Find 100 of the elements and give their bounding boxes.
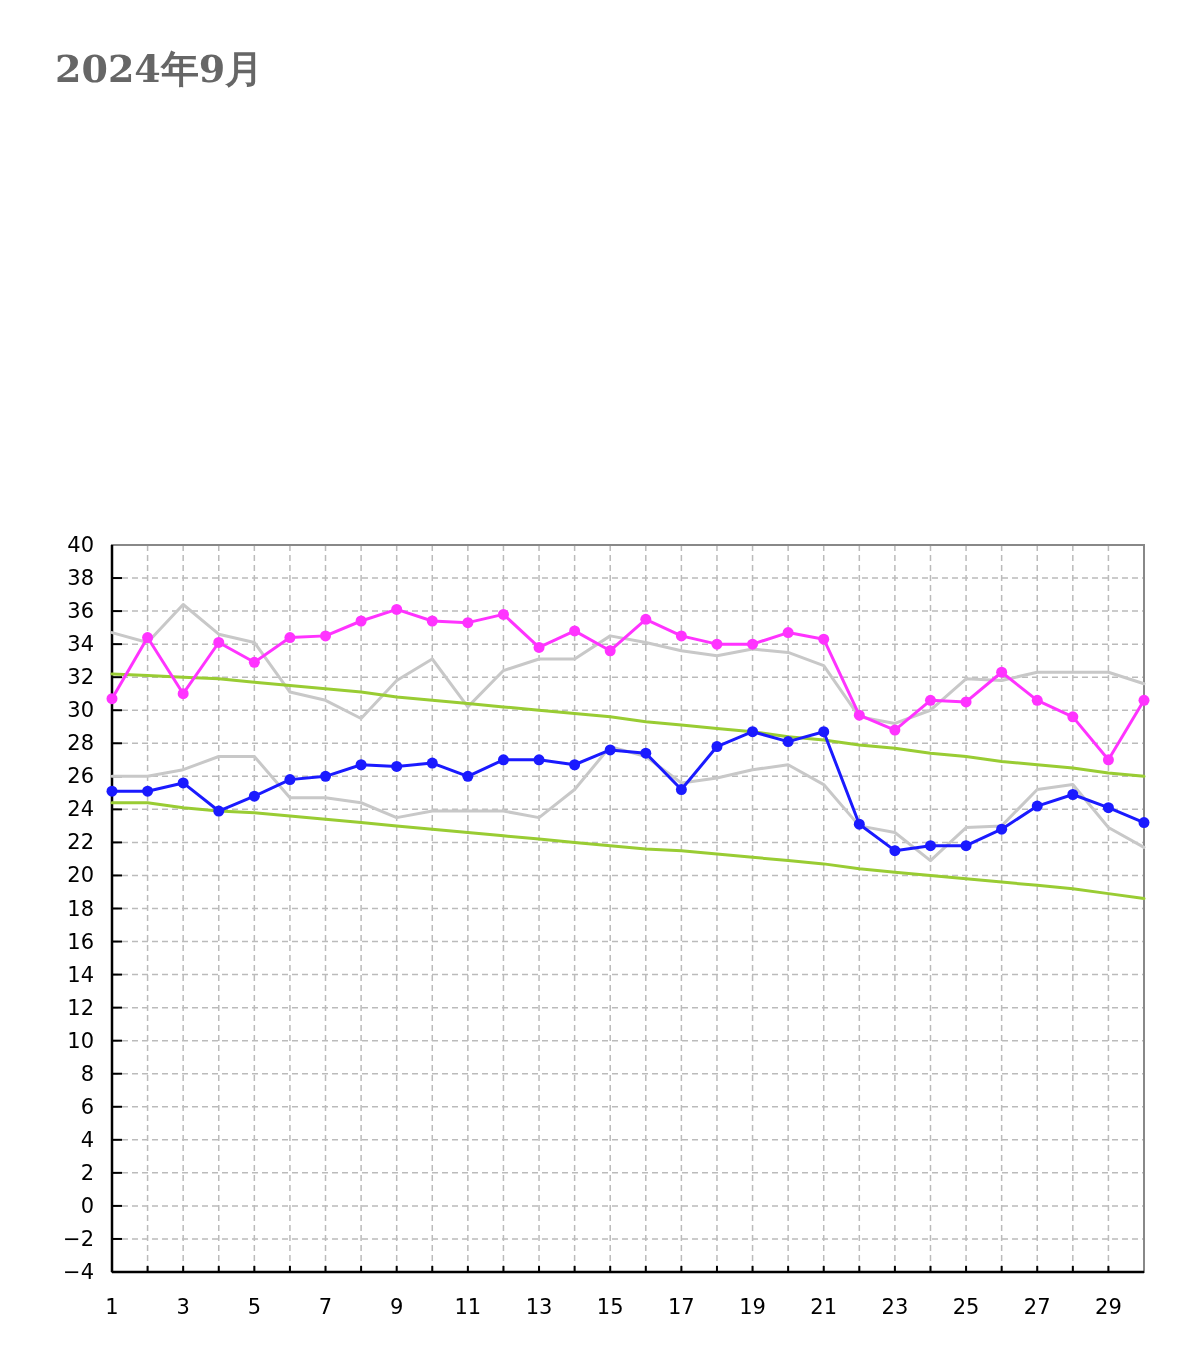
y-tick-label: 2	[80, 1160, 94, 1185]
y-tick-label: 0	[80, 1193, 94, 1218]
x-tick-label: 11	[454, 1295, 482, 1319]
point	[248, 790, 260, 802]
x-tick-label: 1	[105, 1295, 119, 1319]
point	[782, 627, 794, 639]
y-tick-label: 12	[67, 995, 94, 1020]
point	[711, 638, 723, 650]
point	[284, 774, 296, 786]
point	[106, 785, 118, 797]
point	[320, 630, 332, 642]
point	[996, 666, 1008, 678]
y-tick-label: 28	[67, 731, 94, 756]
point	[889, 845, 901, 857]
y-tick-label: 40	[67, 533, 94, 557]
x-tick-label: 5	[247, 1295, 262, 1319]
y-tick-label: 18	[67, 896, 94, 921]
point	[177, 777, 189, 789]
x-tick-label: 13	[525, 1295, 553, 1319]
point	[960, 840, 972, 852]
x-tick-label: 15	[596, 1295, 624, 1319]
point	[747, 638, 759, 650]
point	[818, 633, 830, 645]
point	[924, 840, 936, 852]
point	[177, 688, 189, 700]
point	[462, 770, 474, 782]
y-tick-label: 10	[67, 1028, 94, 1053]
y-tick-label: 26	[67, 764, 94, 789]
point	[604, 645, 616, 657]
point	[1102, 754, 1114, 766]
point	[426, 615, 438, 627]
point	[1031, 694, 1043, 706]
x-tick-label: 7	[318, 1295, 333, 1319]
point	[924, 694, 936, 706]
point	[675, 784, 687, 796]
point	[213, 636, 225, 648]
point	[853, 818, 865, 830]
y-tick-label: 34	[67, 632, 94, 657]
point	[889, 724, 901, 736]
point	[497, 608, 509, 620]
point	[533, 641, 545, 653]
point	[818, 726, 830, 738]
point	[996, 823, 1008, 835]
point	[569, 759, 581, 771]
point	[675, 630, 687, 642]
point	[782, 736, 794, 748]
y-tick-label: 32	[67, 665, 94, 690]
line-series	[110, 745, 1146, 863]
point	[1102, 802, 1114, 814]
point	[604, 744, 616, 756]
point	[853, 709, 865, 721]
x-tick-label: 23	[881, 1295, 909, 1319]
y-tick-label: 4	[80, 1127, 94, 1152]
y-tick-label: −2	[63, 1226, 94, 1251]
point	[355, 615, 367, 627]
point	[497, 754, 509, 766]
point	[960, 696, 972, 708]
point	[426, 757, 438, 769]
line-series	[110, 672, 1146, 778]
point	[142, 632, 154, 644]
x-tick-label: 19	[739, 1295, 766, 1319]
x-tick-label: 3	[176, 1295, 190, 1319]
point	[569, 625, 581, 637]
y-tick-label: 22	[67, 830, 94, 855]
x-tick-label: 9	[390, 1295, 404, 1319]
y-tick-label: 14	[67, 962, 94, 987]
point	[142, 785, 154, 797]
x-tick-label: 27	[1023, 1295, 1051, 1319]
point	[747, 726, 759, 738]
chart-title: 2024年9月	[55, 46, 264, 91]
x-tick-label: 17	[668, 1295, 695, 1319]
y-tick-label: 6	[80, 1094, 94, 1119]
point	[1138, 694, 1150, 706]
point	[248, 656, 260, 668]
point	[533, 754, 545, 766]
x-tick-label: 21	[810, 1295, 838, 1319]
point	[213, 805, 225, 817]
point	[284, 632, 296, 644]
point	[640, 613, 652, 625]
point	[320, 770, 332, 782]
y-tick-label: 38	[67, 566, 94, 591]
point	[106, 693, 118, 705]
point	[711, 741, 723, 753]
point	[1067, 788, 1079, 800]
y-tick-label: −4	[63, 1260, 94, 1284]
x-tick-label: 29	[1095, 1295, 1122, 1319]
point	[1067, 711, 1079, 723]
y-tick-label: 16	[67, 929, 94, 954]
point	[1138, 817, 1150, 829]
point	[1031, 800, 1043, 812]
point	[391, 603, 403, 615]
point	[355, 759, 367, 771]
point	[391, 760, 403, 772]
y-tick-label: 36	[67, 599, 94, 624]
y-tick-label: 20	[67, 863, 94, 888]
y-tick-label: 30	[67, 698, 94, 723]
point	[640, 747, 652, 759]
line-series	[110, 801, 1146, 901]
y-tick-label: 24	[67, 797, 94, 822]
x-tick-label: 25	[952, 1295, 980, 1319]
